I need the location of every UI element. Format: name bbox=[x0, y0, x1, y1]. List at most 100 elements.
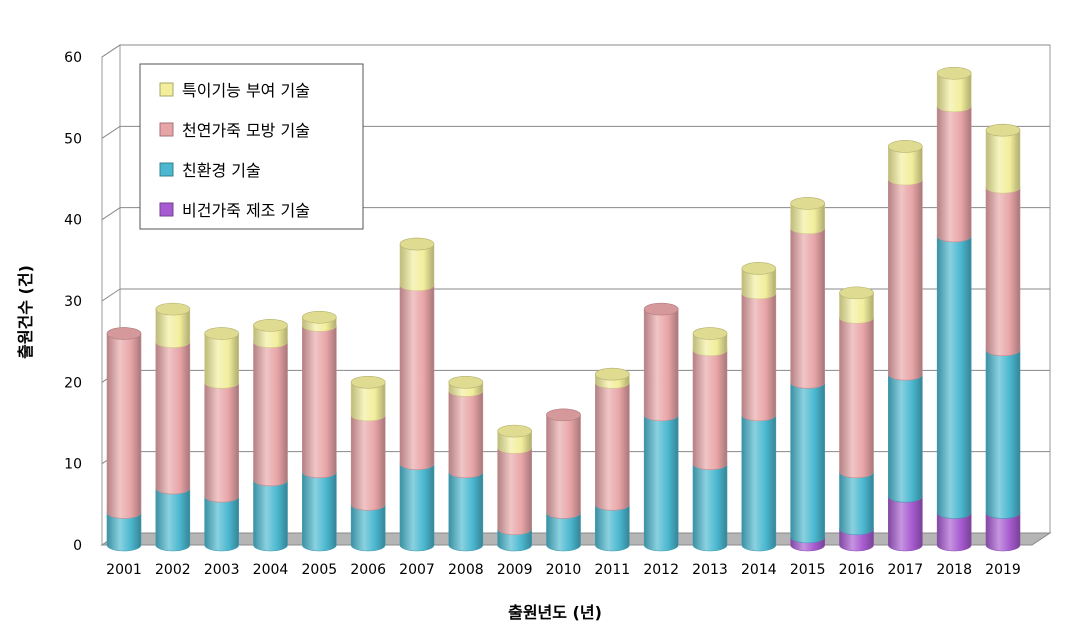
bar-segment-천연가죽 모방 기술 bbox=[448, 384, 484, 479]
bar-segment-친환경 기술 bbox=[399, 457, 435, 552]
x-tick-label: 2012 bbox=[643, 562, 679, 578]
y-tick-label: 30 bbox=[64, 294, 82, 310]
legend-swatch bbox=[159, 122, 174, 137]
x-tick-label: 2016 bbox=[839, 562, 875, 578]
bar-top-cap bbox=[741, 262, 777, 275]
bar-segment-천연가죽 모방 기술 bbox=[985, 180, 1021, 357]
bar-top-cap bbox=[106, 327, 142, 340]
bar-top-cap bbox=[399, 237, 435, 251]
bar-2002 bbox=[155, 302, 191, 552]
x-tick-label: 2003 bbox=[204, 562, 240, 578]
bar-segment-친환경 기술 bbox=[790, 376, 825, 544]
x-tick-label: 2011 bbox=[595, 562, 631, 578]
legend-label: 친환경 기술 bbox=[182, 161, 261, 180]
bar-2019 bbox=[985, 123, 1021, 552]
bar-2011 bbox=[595, 367, 630, 552]
bar-segment-천연가죽 모방 기술 bbox=[790, 221, 825, 389]
bar-segment-천연가죽 모방 기술 bbox=[936, 99, 972, 243]
bar-segment-천연가죽 모방 기술 bbox=[350, 408, 386, 511]
x-tick-label: 2017 bbox=[888, 562, 924, 578]
bar-2015 bbox=[790, 197, 825, 552]
y-tick-label: 40 bbox=[64, 213, 82, 229]
bar-top-cap bbox=[350, 376, 386, 389]
legend-label: 비건가죽 제조 기술 bbox=[182, 201, 310, 220]
y-tick-label: 0 bbox=[73, 538, 82, 554]
y-tick-label: 20 bbox=[64, 375, 82, 391]
bars bbox=[106, 66, 1021, 552]
bar-top-cap bbox=[497, 424, 532, 438]
bar-2018 bbox=[936, 66, 972, 552]
x-tick-label: 2018 bbox=[936, 562, 972, 578]
legend-swatch bbox=[159, 82, 174, 97]
y-tick-label: 50 bbox=[64, 131, 82, 147]
bar-2013 bbox=[692, 327, 728, 552]
legend-swatch bbox=[159, 162, 174, 177]
y-tick-label: 60 bbox=[64, 50, 82, 66]
legend-box bbox=[139, 63, 364, 230]
legend-swatch bbox=[159, 202, 174, 217]
x-tick-label: 2013 bbox=[692, 562, 728, 578]
bar-2017 bbox=[888, 140, 923, 552]
x-tick-label: 2005 bbox=[302, 562, 338, 578]
x-axis-title: 출원년도 (년) bbox=[508, 603, 602, 622]
bar-segment-천연가죽 모방 기술 bbox=[741, 286, 777, 422]
bar-2003 bbox=[204, 327, 239, 552]
bar-2014 bbox=[741, 262, 777, 552]
bar-2008 bbox=[448, 376, 484, 552]
bar-2004 bbox=[253, 319, 288, 552]
bar-segment-천연가죽 모방 기술 bbox=[692, 343, 728, 470]
y-axis-ticks: 0 10 20 30 40 50 60 bbox=[64, 50, 82, 554]
y-axis-title: 출원건수 (건) bbox=[16, 265, 35, 359]
bar-2001 bbox=[106, 327, 142, 552]
bar-top-cap bbox=[448, 376, 484, 389]
bar-top-cap bbox=[985, 123, 1021, 137]
bar-segment-천연가죽 모방 기술 bbox=[888, 172, 923, 381]
bar-segment-천연가죽 모방 기술 bbox=[204, 376, 239, 503]
bar-segment-천연가죽 모방 기술 bbox=[643, 302, 679, 422]
bar-segment-천연가죽 모방 기술 bbox=[155, 335, 191, 495]
bar-segment-천연가죽 모방 기술 bbox=[595, 376, 630, 511]
bar-top-cap bbox=[839, 286, 874, 300]
x-tick-label: 2008 bbox=[448, 562, 484, 578]
x-axis-ticks: 2001 2002 2003 2004 2005 2006 2007 2008 2009 2010… bbox=[106, 562, 1021, 578]
bar-top-cap bbox=[936, 66, 972, 80]
bar-top-cap bbox=[302, 310, 337, 324]
legend-label: 천연가죽 모방 기술 bbox=[182, 121, 310, 140]
bar-top-cap bbox=[204, 327, 239, 340]
bar-segment-친환경 기술 bbox=[302, 465, 337, 552]
bar-segment-천연가죽 모방 기술 bbox=[302, 319, 337, 479]
bar-segment-천연가죽 모방 기술 bbox=[253, 335, 288, 487]
x-tick-label: 2007 bbox=[399, 562, 435, 578]
x-tick-label: 2019 bbox=[985, 562, 1021, 578]
bar-segment-천연가죽 모방 기술 bbox=[546, 408, 581, 519]
x-tick-label: 2006 bbox=[350, 562, 386, 578]
bar-2009 bbox=[497, 424, 532, 552]
x-tick-label: 2009 bbox=[497, 562, 533, 578]
bar-top-cap bbox=[643, 302, 679, 316]
bar-segment-친환경 기술 bbox=[936, 229, 972, 519]
bar-segment-친환경 기술 bbox=[985, 343, 1021, 519]
bar-segment-친환경 기술 bbox=[692, 457, 728, 552]
bar-2005 bbox=[302, 310, 337, 552]
bar-top-cap bbox=[155, 302, 191, 316]
bar-segment-천연가죽 모방 기술 bbox=[839, 310, 874, 479]
bar-top-cap bbox=[888, 140, 923, 153]
bar-segment-친환경 기술 bbox=[643, 408, 679, 552]
bar-segment-친환경 기술 bbox=[741, 408, 777, 552]
bar-2010 bbox=[546, 408, 581, 552]
x-tick-label: 2004 bbox=[253, 562, 289, 578]
bar-segment-친환경 기술 bbox=[888, 367, 923, 503]
bar-top-cap bbox=[253, 319, 288, 332]
bar-2007 bbox=[399, 237, 435, 552]
bar-segment-천연가죽 모방 기술 bbox=[497, 441, 532, 536]
bar-top-cap bbox=[546, 408, 581, 422]
bar-2012 bbox=[643, 302, 679, 552]
x-tick-label: 2010 bbox=[546, 562, 582, 578]
bar-2016 bbox=[839, 286, 874, 552]
legend-label: 특이기능 부여 기술 bbox=[182, 81, 310, 100]
bar-top-cap bbox=[692, 327, 728, 340]
x-tick-label: 2015 bbox=[790, 562, 826, 578]
